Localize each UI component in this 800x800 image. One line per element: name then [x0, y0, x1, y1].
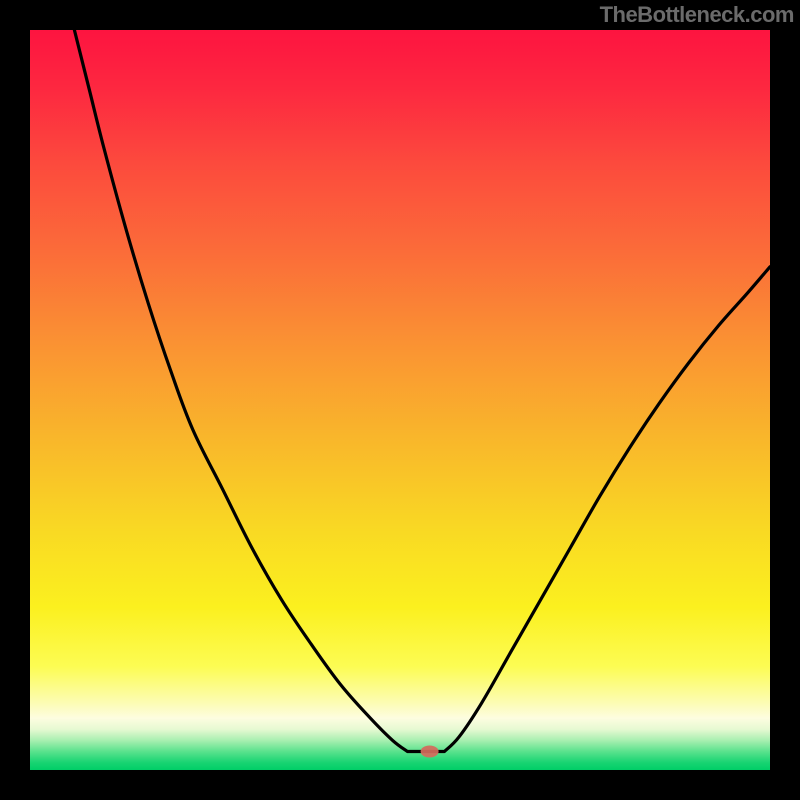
bottleneck-chart — [0, 0, 800, 800]
chart-gradient-bg — [30, 30, 770, 770]
bottleneck-marker — [421, 746, 439, 758]
watermark-text: TheBottleneck.com — [600, 2, 794, 28]
